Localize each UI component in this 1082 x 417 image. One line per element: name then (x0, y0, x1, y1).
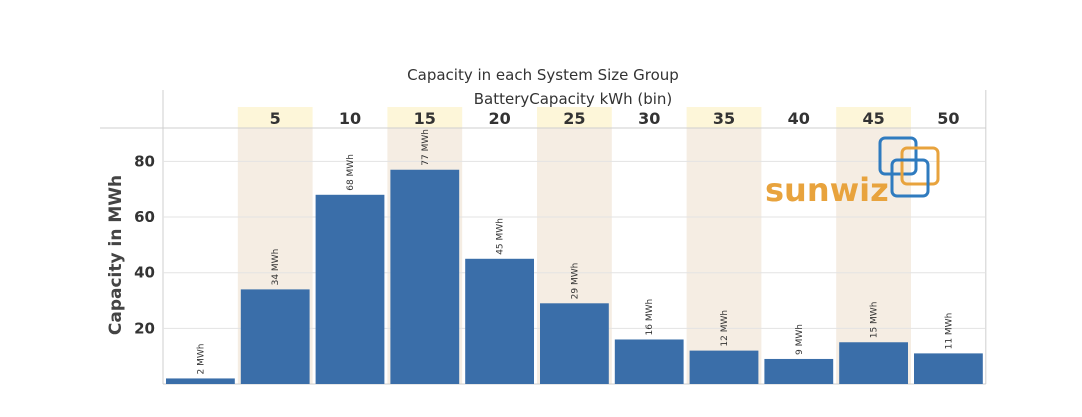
header-band (537, 107, 612, 128)
bar (166, 378, 235, 384)
bar-data-label: 2 MWh (196, 343, 206, 374)
y-tick-label: 20 (134, 319, 155, 337)
bar-data-label: 45 MWh (496, 218, 506, 255)
column-header-label: 20 (488, 109, 510, 128)
bar (465, 258, 534, 384)
logo-square-blue-2 (890, 158, 930, 198)
bar (914, 353, 983, 384)
column-header-label: 15 (414, 109, 436, 128)
bar-data-label: 77 MWh (421, 129, 431, 166)
y-tick-label: 40 (134, 264, 155, 282)
column-headers: 5 10 15 20 25 30 35 40 45 50 (270, 109, 960, 128)
column-header-label: 30 (638, 109, 660, 128)
bar (764, 358, 834, 384)
y-tick-label: 60 (134, 208, 155, 226)
column-header-label: 50 (937, 109, 959, 128)
bar-data-label: 16 MWh (645, 299, 655, 336)
data-labels: 2 MWh 34 MWh 68 MWh 77 MWh 45 MWh 29 MWh 16 MW… (196, 129, 954, 374)
bar (614, 339, 684, 384)
sunwiz-logo: sunwiz (765, 136, 940, 209)
bar-data-label: 9 MWh (795, 324, 805, 355)
bar-data-label: 15 MWh (870, 302, 880, 339)
logo-text: sunwiz (765, 171, 889, 209)
y-axis-ticks: 20 40 60 80 (134, 152, 155, 337)
column-header-label: 5 (270, 109, 281, 128)
bar (315, 194, 385, 384)
bar (540, 303, 609, 384)
column-header-title: BatteryCapacity kWh (bin) (474, 90, 673, 108)
bar-data-label: 68 MWh (346, 154, 356, 191)
header-band (686, 107, 762, 128)
bar (390, 169, 460, 384)
column-header-label: 25 (563, 109, 585, 128)
bar-data-label: 34 MWh (271, 249, 281, 286)
column-band (836, 128, 911, 384)
column-band (686, 128, 762, 384)
column-header-label: 35 (713, 109, 735, 128)
header-band (836, 107, 911, 128)
chart-title: Capacity in each System Size Group (407, 66, 679, 84)
bar-data-label: 11 MWh (944, 313, 954, 350)
bar (839, 342, 908, 384)
bars (166, 169, 983, 384)
bar (240, 289, 310, 384)
column-header-label: 10 (339, 109, 361, 128)
y-axis-label: Capacity in MWh (106, 175, 126, 335)
header-band (237, 107, 313, 128)
bar-data-label: 29 MWh (570, 263, 580, 300)
bar (689, 350, 759, 384)
logo-square-blue (878, 136, 918, 176)
logo-square-orange (900, 146, 940, 186)
column-header-label: 45 (862, 109, 884, 128)
header-band (387, 107, 463, 128)
column-header-label: 40 (788, 109, 810, 128)
y-tick-label: 80 (134, 152, 155, 170)
bar-data-label: 12 MWh (720, 310, 730, 347)
